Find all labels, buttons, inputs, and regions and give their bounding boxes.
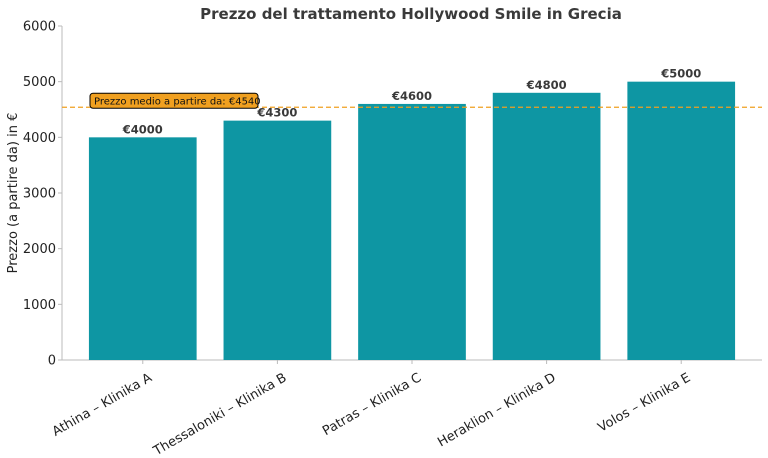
y-tick-label: 4000 (23, 131, 56, 146)
bars: €4000 €4300 €4600 €4800 €5000 (88, 67, 736, 361)
bar-value-label: €4800 (526, 78, 567, 92)
y-tick-label: 0 (48, 354, 56, 369)
average-annotation-box (89, 92, 259, 109)
bar-value-label: €4000 (122, 122, 163, 136)
bar (358, 103, 466, 360)
bar (627, 81, 736, 361)
average-line-group: Prezzo medio a partire da: €4540 (62, 92, 762, 109)
x-tick-label: Patras – Klinika C (320, 370, 424, 439)
bar-value-label: €4300 (256, 106, 297, 120)
bar (492, 92, 601, 361)
bar-value-label: €5000 (660, 67, 701, 81)
y-tick-label: 1000 (23, 298, 56, 313)
chart-title: Prezzo del trattamento Hollywood Smile i… (200, 5, 622, 23)
x-tick-label: Heraklion – Klinika D (435, 370, 558, 450)
y-tick-label: 5000 (23, 75, 56, 90)
average-annotation-label: Prezzo medio a partire da: €4540 (94, 96, 261, 107)
x-tick-label: Volos – Klinika E (596, 370, 694, 435)
bar (223, 120, 332, 360)
y-tick-label: 3000 (23, 187, 56, 202)
bar (88, 137, 197, 360)
y-tick-label: 6000 (23, 20, 56, 35)
bar-value-label: €4600 (391, 89, 432, 103)
y-axis-label: Prezzo (a partire da) in € (6, 113, 21, 274)
x-tick-label: Thessaloniki – Klinika B (150, 370, 289, 458)
y-tick-label: 2000 (23, 242, 56, 257)
x-tick-label: Athina – Klinika A (50, 370, 155, 439)
